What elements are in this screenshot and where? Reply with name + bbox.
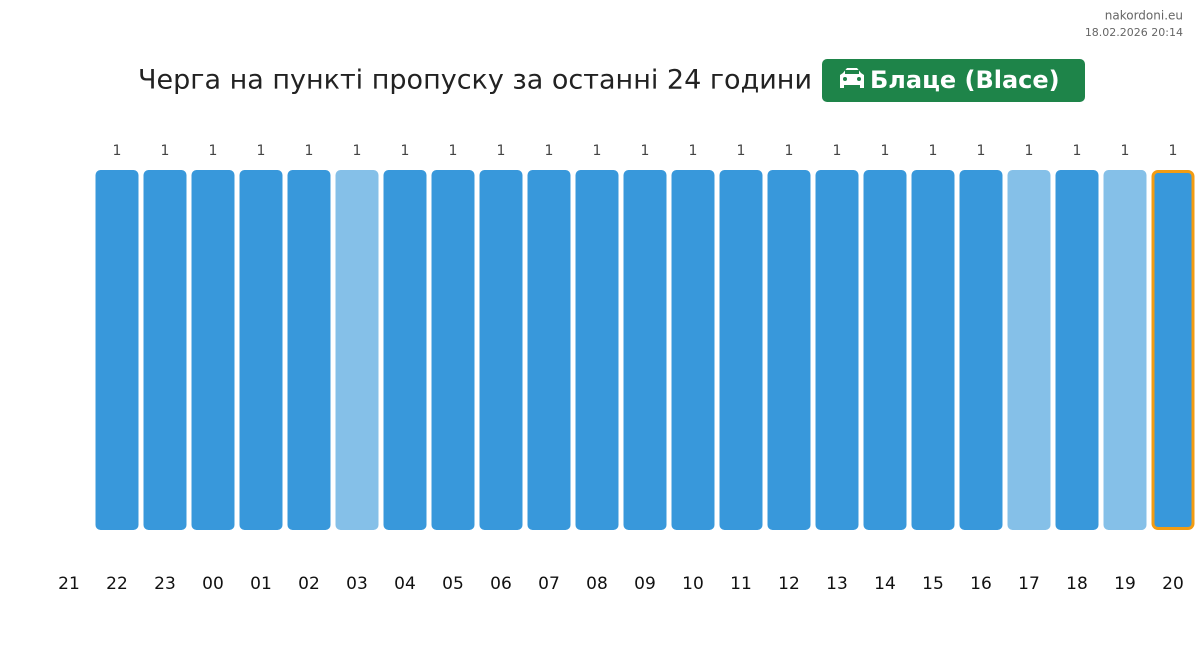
value-label: 1: [257, 143, 266, 159]
bar: [671, 170, 715, 530]
value-label: 1: [113, 143, 122, 159]
x-tick-label: 02: [298, 574, 320, 594]
bar: [95, 170, 139, 530]
x-tick-label: 00: [202, 574, 224, 594]
x-tick-label: 18: [1066, 574, 1088, 594]
x-tick-label: 22: [106, 574, 128, 594]
x-tick-label: 23: [154, 574, 176, 594]
x-tick-label: 21: [58, 574, 80, 594]
x-tick-label: 16: [970, 574, 992, 594]
x-tick-label: 03: [346, 574, 368, 594]
bar: [1151, 170, 1195, 530]
bar: [431, 170, 475, 530]
bar: [1103, 170, 1147, 530]
value-label: 1: [353, 143, 362, 159]
value-label: 1: [833, 143, 842, 159]
site: nakordoni.eu: [1105, 9, 1183, 23]
bar: [719, 170, 763, 530]
x-tick-label: 15: [922, 574, 944, 594]
value-label: 1: [497, 143, 506, 159]
x-tick-label: 13: [826, 574, 848, 594]
x-tick-label: 04: [394, 574, 416, 594]
value-label: 1: [977, 143, 986, 159]
bar: [815, 170, 859, 530]
x-tick-label: 10: [682, 574, 704, 594]
x-tick-label: 01: [250, 574, 272, 594]
value-label: 1: [641, 143, 650, 159]
bar: [191, 170, 235, 530]
chart-title: Черга на пункті пропуску за останні 24 г…: [138, 65, 812, 96]
bar: [1007, 170, 1051, 530]
x-tick-label: 08: [586, 574, 608, 594]
value-label: 1: [545, 143, 554, 159]
bar: [287, 170, 331, 530]
x-tick-label: 20: [1162, 574, 1184, 594]
x-tick-label: 09: [634, 574, 656, 594]
value-label: 1: [161, 143, 170, 159]
x-tick-label: 12: [778, 574, 800, 594]
value-label: 1: [305, 143, 314, 159]
badge-text: Блаце (Blace): [870, 66, 1060, 94]
value-label: 1: [1169, 143, 1178, 159]
x-tick-label: 14: [874, 574, 896, 594]
bar: [383, 170, 427, 530]
bar: [239, 170, 283, 530]
x-tick-label: 07: [538, 574, 560, 594]
bar: [527, 170, 571, 530]
x-tick-label: 06: [490, 574, 512, 594]
x-tick-label: 11: [730, 574, 752, 594]
bar: [863, 170, 907, 530]
value-label: 1: [785, 143, 794, 159]
value-label: 1: [737, 143, 746, 159]
timestamp: 18.02.2026 20:14: [1085, 26, 1183, 39]
value-label: 1: [401, 143, 410, 159]
value-label: 1: [449, 143, 458, 159]
bar: [479, 170, 523, 530]
bar: [143, 170, 187, 530]
bar: [575, 170, 619, 530]
x-tick-label: 05: [442, 574, 464, 594]
value-label: 1: [881, 143, 890, 159]
value-label: 1: [929, 143, 938, 159]
value-label: 1: [593, 143, 602, 159]
bar: [1055, 170, 1099, 530]
x-tick-label: 17: [1018, 574, 1040, 594]
value-label: 1: [209, 143, 218, 159]
badge: [822, 59, 1085, 102]
value-label: 1: [1121, 143, 1130, 159]
car-icon: [840, 68, 864, 88]
value-label: 1: [1073, 143, 1082, 159]
bar: [767, 170, 811, 530]
bar: [335, 170, 379, 530]
bar: [911, 170, 955, 530]
value-label: 1: [1025, 143, 1034, 159]
bar: [623, 170, 667, 530]
bar: [959, 170, 1003, 530]
value-label: 1: [689, 143, 698, 159]
x-tick-label: 19: [1114, 574, 1136, 594]
